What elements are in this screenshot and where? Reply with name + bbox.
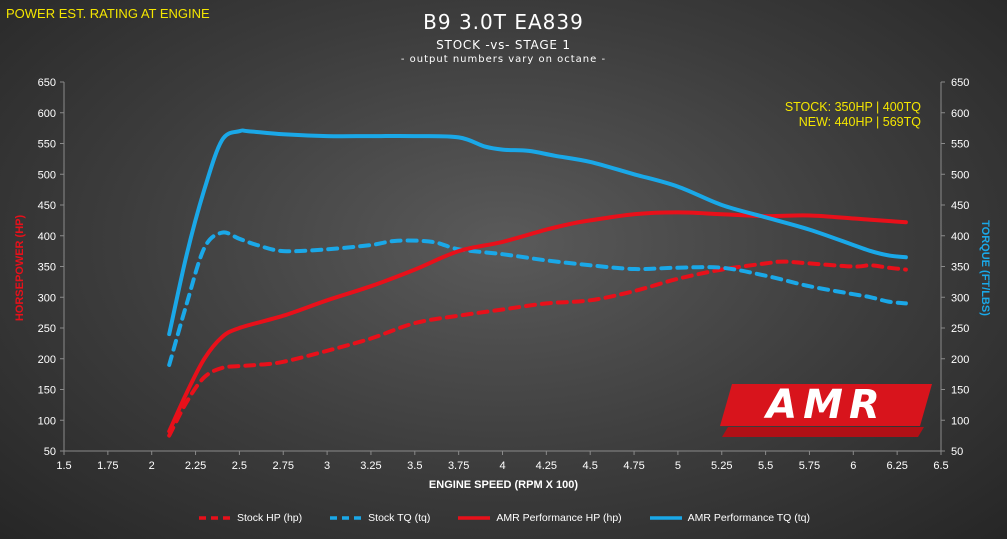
right-tick-label: 550 [951, 139, 969, 151]
stock-summary: STOCK: 350HP | 400TQ [784, 100, 921, 114]
x-tick-label: 2.25 [185, 460, 206, 472]
x-tick-label: 2.5 [232, 460, 247, 472]
x-tick-label: 4 [499, 460, 505, 472]
amr-hp-line [167, 210, 908, 434]
x-tick-label: 5.25 [711, 460, 732, 472]
left-tick-label: 200 [38, 354, 56, 366]
new-summary: NEW: 440HP | 569TQ [798, 115, 921, 129]
legend-swatch [649, 516, 682, 520]
x-axis-label: ENGINE SPEED (RPM X 100) [428, 479, 579, 491]
x-tick-label: 6.25 [886, 460, 907, 472]
amr-logo: AMR [720, 382, 932, 437]
left-tick-label: 50 [44, 446, 56, 458]
chart-legend: Stock HP (hp) Stock TQ (tq) AMR Performanc… [0, 512, 1007, 524]
legend-swatch [458, 516, 491, 520]
x-tick-label: 1.5 [56, 460, 71, 472]
right-tick-label: 150 [951, 385, 969, 397]
x-tick-label: 4.25 [536, 460, 557, 472]
x-tick-label: 5.5 [758, 460, 773, 472]
x-tick-label: 6 [850, 460, 856, 472]
right-tick-label: 250 [951, 323, 969, 335]
x-tick-label: 5.75 [799, 460, 820, 472]
legend-swatch [330, 516, 363, 520]
chart-title: B9 3.0T EA839 [423, 10, 584, 34]
logo-mark: AMR [763, 382, 886, 428]
x-tick-label: 3.75 [448, 460, 469, 472]
left-tick-label: 500 [38, 169, 56, 181]
legend-stock-tq: Stock TQ (tq) [328, 512, 430, 524]
left-tick-label: 650 [38, 77, 56, 89]
x-tick-label: 4.5 [583, 460, 598, 472]
stock-hp-line [167, 259, 908, 438]
right-axis-label-text: TORQUE (FT/LBS) [979, 220, 991, 316]
x-tick-label: 2.75 [273, 460, 294, 472]
output-summary: STOCK: 350HP | 400TQ NEW: 440HP | 569TQ [785, 100, 921, 130]
x-tick-label: 4.75 [623, 460, 644, 472]
right-tick-label: 400 [951, 231, 969, 243]
left-tick-label: 300 [38, 292, 56, 304]
legend-label: AMR Performance HP (hp) [496, 512, 622, 524]
legend-stock-hp: Stock HP (hp) [197, 512, 302, 524]
x-tick-label: 3.5 [407, 460, 422, 472]
x-tick-label: 2 [149, 460, 155, 472]
right-tick-label: 50 [951, 446, 963, 458]
right-tick-label: 450 [951, 200, 969, 212]
left-tick-label: 350 [38, 262, 56, 274]
left-tick-label: 600 [38, 108, 56, 120]
left-axis-label-text: HORSEPOWER (HP) [14, 214, 26, 322]
left-tick-label: 250 [38, 323, 56, 335]
x-tick-label: 1.75 [97, 460, 118, 472]
x-tick-label: 3 [324, 460, 330, 472]
left-tick-label: 550 [38, 139, 56, 151]
left-tick-label: 100 [38, 415, 56, 427]
left-tick-label: 400 [38, 231, 56, 243]
amr-tq-line [167, 128, 908, 337]
legend-label: Stock HP (hp) [236, 512, 303, 524]
left-tick-label: 150 [38, 385, 56, 397]
stock-tq-line [167, 230, 908, 367]
left-tick-label: 450 [38, 200, 56, 212]
x-tick-label: 3.25 [360, 460, 381, 472]
right-tick-label: 600 [951, 108, 969, 120]
right-tick-label: 350 [951, 262, 969, 274]
legend-amr-hp: AMR Performance HP (hp) [456, 512, 622, 524]
right-tick-label: 100 [951, 415, 969, 427]
x-tick-label: 6.5 [933, 460, 948, 472]
chart-subtitle: STOCK -vs- STAGE 1 [436, 38, 571, 52]
legend-label: AMR Performance TQ (tq) [687, 512, 811, 524]
legend-amr-tq: AMR Performance TQ (tq) [648, 512, 810, 524]
right-tick-label: 650 [951, 77, 969, 89]
right-tick-label: 500 [951, 169, 969, 181]
legend-label: Stock TQ (tq) [368, 512, 431, 524]
legend-swatch [198, 516, 231, 520]
x-tick-label: 5 [675, 460, 681, 472]
right-tick-label: 300 [951, 292, 969, 304]
corner-label: POWER EST. RATING AT ENGINE [6, 6, 210, 21]
right-tick-label: 200 [951, 354, 969, 366]
chart-note: - output numbers vary on octane - [400, 54, 607, 65]
